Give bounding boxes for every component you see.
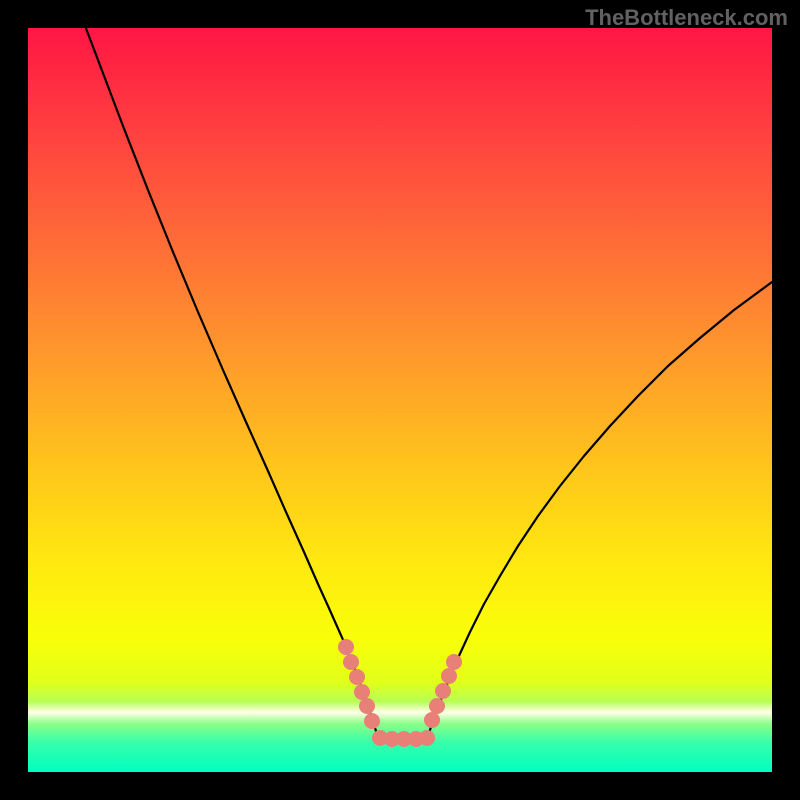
marker-right-markers [441, 668, 457, 684]
marker-left-markers [364, 713, 380, 729]
marker-left-markers [338, 639, 354, 655]
marker-bottom-markers [419, 730, 435, 746]
chart-canvas: TheBottleneck.com [0, 0, 800, 800]
gradient-background [28, 28, 772, 772]
marker-left-markers [343, 654, 359, 670]
chart-svg [28, 28, 772, 772]
marker-left-markers [359, 698, 375, 714]
marker-right-markers [429, 698, 445, 714]
marker-right-markers [424, 712, 440, 728]
watermark-text: TheBottleneck.com [585, 7, 788, 29]
marker-right-markers [435, 683, 451, 699]
marker-left-markers [349, 669, 365, 685]
marker-left-markers [354, 684, 370, 700]
plot-area [28, 28, 772, 772]
marker-right-markers [446, 654, 462, 670]
